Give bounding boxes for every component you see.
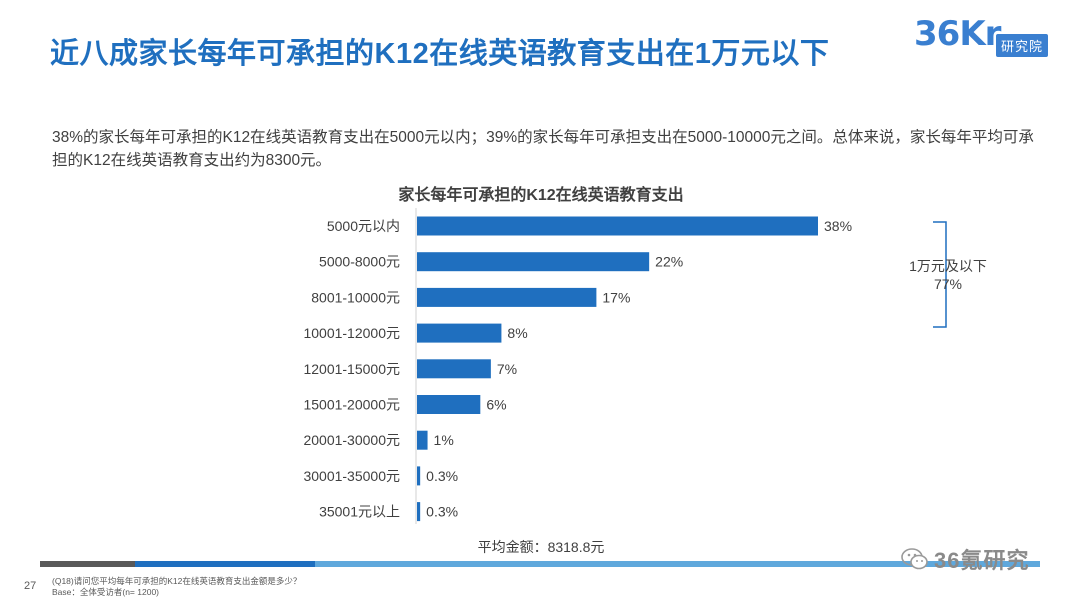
value-label: 6% bbox=[486, 397, 506, 413]
annotation-value: 77% bbox=[934, 276, 962, 292]
value-label: 17% bbox=[602, 289, 630, 305]
value-label: 8% bbox=[507, 325, 527, 341]
page-title: 近八成家长每年可承担的K12在线英语教育支出在1万元以下 bbox=[50, 38, 830, 70]
category-label: 20001-30000元 bbox=[303, 432, 400, 448]
bar bbox=[417, 252, 650, 272]
category-label: 35001元以上 bbox=[319, 504, 400, 520]
footer-divider bbox=[40, 561, 1040, 567]
bar bbox=[417, 216, 818, 236]
bar bbox=[417, 323, 502, 343]
footer-segment-dark bbox=[40, 561, 135, 567]
value-label: 0.3% bbox=[426, 504, 458, 520]
average-amount-note: 平均金额：8318.8元 bbox=[478, 539, 605, 555]
annotation-bracket bbox=[933, 221, 947, 328]
bar bbox=[417, 502, 421, 522]
category-label: 8001-10000元 bbox=[311, 289, 400, 305]
base-note: Base：全体受访者(n= 1200) bbox=[52, 587, 159, 597]
bar bbox=[417, 359, 491, 379]
bar bbox=[417, 395, 481, 414]
question-note: (Q18)请问您平均每年可承担的K12在线英语教育支出金额是多少？ bbox=[52, 576, 302, 586]
annotation-label: 1万元及以下 bbox=[909, 258, 987, 274]
footer-segment-blue bbox=[135, 561, 315, 567]
category-label: 10001-12000元 bbox=[303, 325, 400, 341]
watermark-text: 36氪研究 bbox=[934, 548, 1030, 573]
page-number: 27 bbox=[24, 580, 37, 592]
bar bbox=[417, 287, 597, 307]
bars-group: 5000元以内 38% 5000-8000元 22% 8001-10000元 17% 100… bbox=[303, 216, 852, 522]
value-label: 38% bbox=[824, 218, 852, 234]
watermark: 36氪研究 bbox=[900, 542, 1060, 576]
value-label: 7% bbox=[497, 361, 517, 377]
category-label: 30001-35000元 bbox=[303, 468, 400, 484]
category-label: 5000元以内 bbox=[327, 218, 400, 234]
brand-logo: 36Kr 研究院 bbox=[914, 14, 1064, 60]
value-label: 22% bbox=[655, 254, 683, 270]
value-label: 0.3% bbox=[426, 468, 458, 484]
chart-title: 家长每年可承担的K12在线英语教育支出 bbox=[398, 185, 683, 204]
logo-text: 36Kr bbox=[914, 14, 1001, 54]
category-label: 12001-15000元 bbox=[303, 361, 400, 377]
value-label: 1% bbox=[434, 432, 454, 448]
category-label: 15001-20000元 bbox=[303, 397, 400, 413]
logo-badge: 研究院 bbox=[996, 34, 1049, 57]
summary-text: 38%的家长每年可承担的K12在线英语教育支出在5000元以内；39%的家长每年… bbox=[52, 129, 1034, 169]
category-label: 5000-8000元 bbox=[319, 254, 400, 270]
bar bbox=[417, 466, 421, 486]
bar bbox=[417, 430, 428, 450]
footer-segment-light bbox=[315, 561, 1040, 567]
wechat-icon bbox=[901, 548, 928, 570]
footnotes: (Q18)请问您平均每年可承担的K12在线英语教育支出金额是多少？ Base：全… bbox=[52, 576, 301, 598]
